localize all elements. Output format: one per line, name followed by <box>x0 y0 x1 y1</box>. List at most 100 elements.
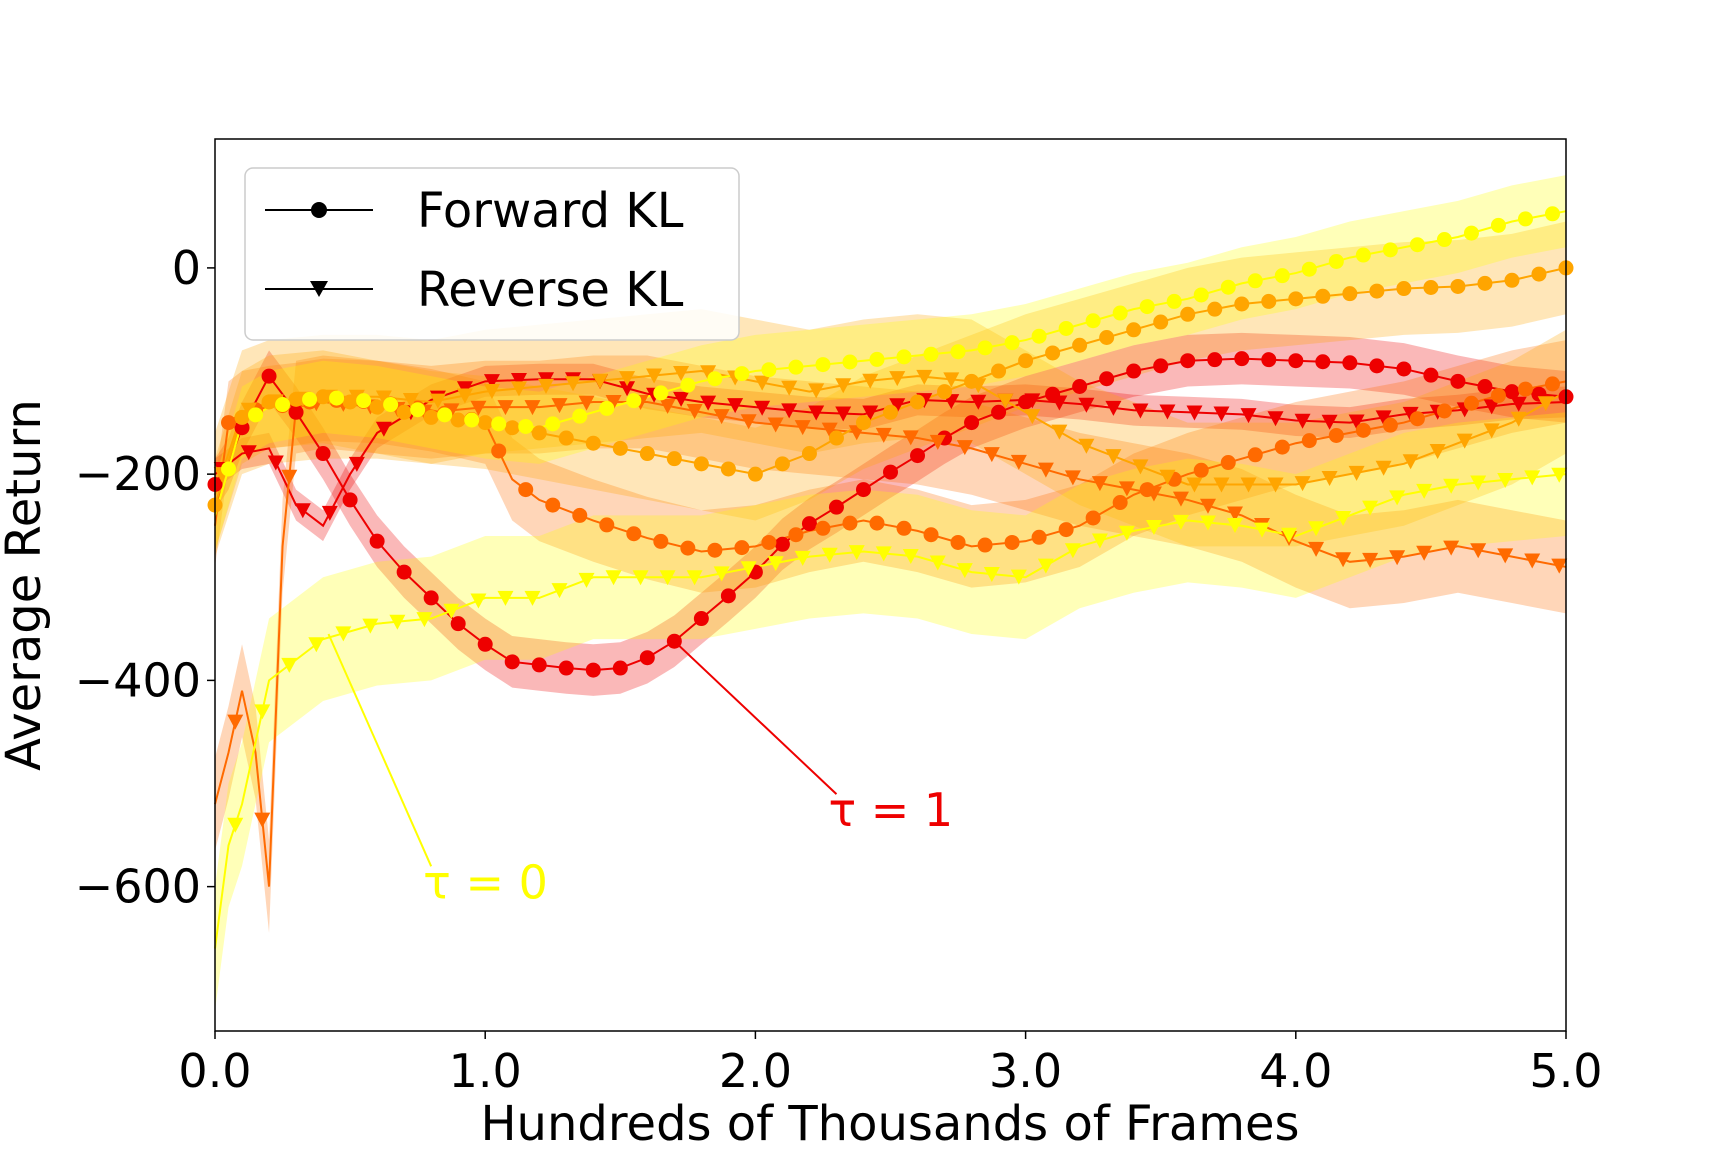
series-marker <box>605 394 622 410</box>
series-marker <box>1497 472 1514 488</box>
series-marker <box>1085 313 1101 329</box>
series-marker <box>1261 352 1277 368</box>
series-marker <box>1537 396 1554 412</box>
series-marker <box>1362 552 1379 568</box>
x-tick-label: 5.0 <box>1529 1044 1602 1098</box>
series-marker <box>1153 358 1169 374</box>
series-marker <box>862 373 879 389</box>
series-marker <box>910 448 926 464</box>
series-marker <box>794 550 811 566</box>
series-marker <box>1470 475 1487 491</box>
series-marker <box>1382 242 1398 258</box>
series-marker <box>227 714 244 730</box>
series-marker <box>1308 541 1325 557</box>
series-marker <box>1416 483 1433 499</box>
series-marker <box>375 421 392 437</box>
series-marker <box>1105 449 1122 465</box>
series-marker <box>1335 510 1352 526</box>
series-marker <box>558 430 574 446</box>
series-marker <box>1240 477 1257 493</box>
series-marker <box>1112 305 1128 321</box>
series-marker <box>585 662 601 678</box>
series-marker <box>1031 328 1047 344</box>
x-axis: 0.0 1.0 2.0 3.0 4.0 5.0 <box>178 1031 1603 1098</box>
annotation-label: τ = 0 <box>423 855 548 909</box>
series-marker <box>1024 409 1041 425</box>
series-marker <box>835 406 852 422</box>
series-marker <box>518 482 534 498</box>
series-marker <box>456 388 473 404</box>
series-marker <box>855 415 871 431</box>
series-marker <box>1375 460 1392 476</box>
series-marker <box>1220 455 1236 471</box>
series-marker <box>261 368 277 384</box>
series-marker <box>504 654 520 670</box>
series-marker <box>483 384 500 400</box>
series-marker <box>1443 540 1460 556</box>
series-marker <box>1355 422 1371 438</box>
series-marker <box>1091 476 1108 492</box>
y-axis-title: Average Return <box>0 399 52 771</box>
series-marker <box>1416 545 1433 561</box>
series-marker <box>1483 423 1500 439</box>
series-marker <box>396 404 412 420</box>
series-marker <box>943 372 960 388</box>
series-marker <box>1180 353 1196 369</box>
series-marker <box>1301 261 1317 277</box>
series-marker <box>883 464 898 480</box>
series-marker <box>1166 293 1182 309</box>
series-marker <box>275 397 291 413</box>
series-marker <box>558 660 574 676</box>
series-marker <box>734 540 750 556</box>
series-marker <box>1064 543 1081 559</box>
series-marker <box>477 415 493 431</box>
series-line <box>214 400 1567 887</box>
series-marker <box>950 534 966 550</box>
series-marker <box>977 340 993 356</box>
series-marker <box>1085 510 1101 526</box>
series-marker <box>315 446 331 462</box>
series-marker <box>605 570 622 586</box>
series-marker <box>1436 403 1452 419</box>
series-marker <box>578 572 595 588</box>
series-marker <box>788 527 804 543</box>
series-marker <box>483 374 500 390</box>
series-marker <box>747 466 763 482</box>
series-marker <box>437 407 453 423</box>
y-tick-label: −400 <box>75 653 201 707</box>
series-marker <box>1443 478 1460 494</box>
series-marker <box>727 398 744 414</box>
series-band <box>215 221 1566 552</box>
series-marker <box>1153 314 1169 330</box>
series-marker <box>862 405 879 421</box>
series-marker <box>983 447 1000 463</box>
series-marker <box>740 561 757 577</box>
series-marker <box>504 420 520 436</box>
series-marker <box>281 469 298 485</box>
series-marker <box>875 546 892 562</box>
annotation-arrow <box>673 640 838 795</box>
series-marker <box>1402 454 1419 470</box>
series-marker <box>221 461 237 477</box>
series-marker <box>537 378 554 394</box>
series-marker <box>1186 477 1203 493</box>
series-marker <box>653 385 669 401</box>
series-marker <box>1051 424 1068 440</box>
series-markers <box>207 206 1574 833</box>
series-marker <box>1477 378 1493 394</box>
series-marker <box>1423 279 1439 295</box>
series-marker <box>1477 275 1493 291</box>
series-marker <box>1159 404 1176 420</box>
series-marker <box>923 527 939 543</box>
series-marker <box>1308 521 1325 537</box>
series-marker <box>855 482 871 498</box>
series-marker <box>551 398 568 414</box>
series-marker <box>1389 490 1406 506</box>
series-marker <box>910 394 926 410</box>
legend-label-forward: Forward KL <box>417 183 684 239</box>
series-marker <box>443 603 460 619</box>
series-marker <box>680 377 696 393</box>
series-marker <box>1105 400 1122 416</box>
series-marker <box>794 420 811 436</box>
series-marker <box>1227 518 1244 534</box>
